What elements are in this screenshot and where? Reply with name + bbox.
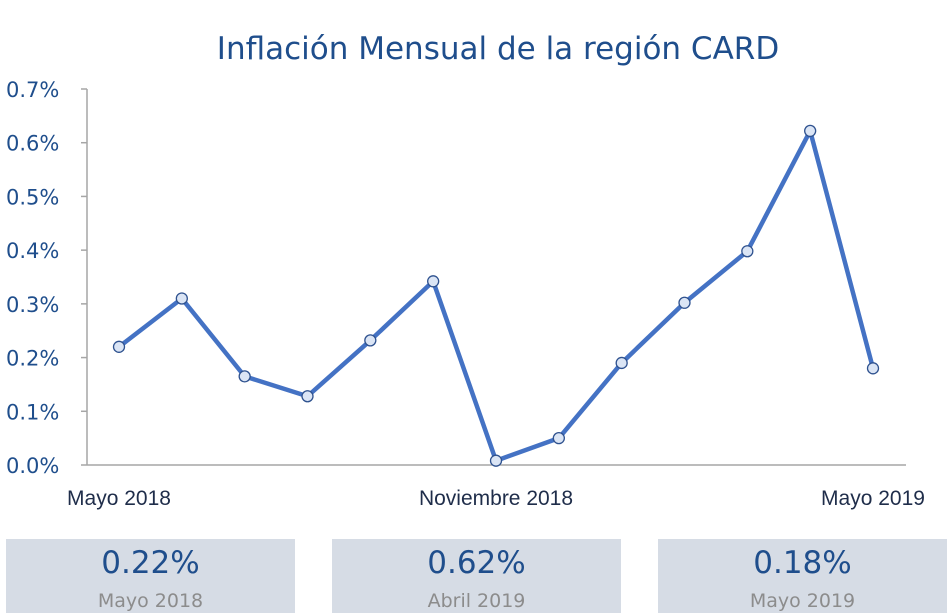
x-tick-label: Noviembre 2018 <box>419 487 573 510</box>
summary-card: 0.18% Mayo 2019 <box>658 539 947 613</box>
data-point <box>238 370 251 383</box>
summary-cards: 0.22% Mayo 2018 0.62% Abril 2019 0.18% M… <box>0 539 952 613</box>
summary-card: 0.62% Abril 2019 <box>332 539 621 613</box>
y-tick-label: 0.2% <box>6 347 59 371</box>
y-axis-ticks: 0.0% 0.1% 0.2% 0.3% 0.4% 0.5% 0.6% 0.7% <box>6 78 87 478</box>
card-label: Abril 2019 <box>427 590 526 612</box>
data-point <box>112 340 126 353</box>
chart-title: Inflación Mensual de la región CARD <box>217 31 779 67</box>
x-tick-label: Mayo 2018 <box>67 487 171 510</box>
data-point <box>678 296 691 309</box>
data-point <box>804 124 817 138</box>
card-value: 0.18% <box>753 545 852 581</box>
y-tick-label: 0.5% <box>6 185 59 209</box>
series-line <box>117 128 876 463</box>
card-value: 0.62% <box>427 545 526 581</box>
y-tick-label: 0.6% <box>6 132 59 156</box>
data-point <box>175 292 188 305</box>
data-point <box>427 275 440 288</box>
y-tick-label: 0.7% <box>6 78 59 102</box>
card-label: Mayo 2019 <box>749 590 856 612</box>
summary-card: 0.22% Mayo 2018 <box>6 539 295 613</box>
card-value: 0.22% <box>101 545 200 581</box>
data-point <box>489 454 503 467</box>
y-tick-label: 0.1% <box>6 400 59 424</box>
data-point <box>552 431 565 445</box>
data-point <box>615 356 628 370</box>
y-tick-label: 0.0% <box>6 454 59 478</box>
data-point <box>364 334 377 347</box>
data-point <box>741 245 754 258</box>
card-label: Mayo 2018 <box>97 590 204 612</box>
y-tick-label: 0.4% <box>6 239 59 263</box>
y-tick-label: 0.3% <box>6 293 59 317</box>
series-group <box>112 124 880 467</box>
data-point <box>301 390 314 403</box>
x-tick-label: Mayo 2019 <box>821 487 925 510</box>
data-point <box>866 362 880 375</box>
line-chart: Inflación Mensual de la región CARD 0.0%… <box>6 31 925 510</box>
